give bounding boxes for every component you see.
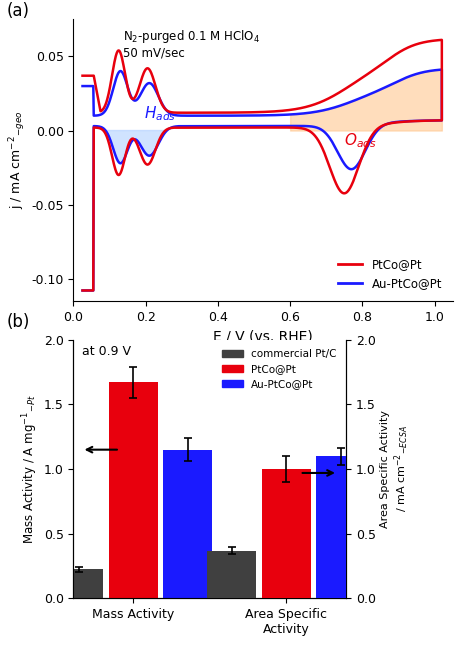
Text: (b): (b): [7, 313, 30, 331]
Bar: [55, 569, 103, 598]
Legend: PtCo@Pt, Au-PtCo@Pt: PtCo@Pt, Au-PtCo@Pt: [334, 254, 447, 295]
Bar: [316, 456, 365, 598]
Y-axis label: Area Specific Activity
/ mA cm$^{-2}$$_{-ECSA}$: Area Specific Activity / mA cm$^{-2}$$_{…: [380, 410, 411, 528]
Y-axis label: Mass Activity / A mg$^{-1}$$_{-Pt}$: Mass Activity / A mg$^{-1}$$_{-Pt}$: [20, 394, 40, 544]
Text: (a): (a): [7, 2, 30, 20]
X-axis label: E / V (vs. RHE): E / V (vs. RHE): [213, 329, 313, 343]
Text: $H_{ads}$: $H_{ads}$: [144, 105, 176, 124]
Bar: [109, 382, 158, 598]
Bar: [262, 469, 310, 598]
Y-axis label: j / mA cm$^{-2}$$_{-geo}$: j / mA cm$^{-2}$$_{-geo}$: [8, 111, 28, 210]
Legend: commercial Pt/C, PtCo@Pt, Au-PtCo@Pt: commercial Pt/C, PtCo@Pt, Au-PtCo@Pt: [218, 345, 341, 393]
Text: at 0.9 V: at 0.9 V: [82, 345, 131, 358]
Bar: [164, 450, 212, 598]
Text: N$_2$-purged 0.1 M HClO$_4$
50 mV/sec: N$_2$-purged 0.1 M HClO$_4$ 50 mV/sec: [123, 28, 260, 60]
Text: $O_{ads}$: $O_{ads}$: [344, 131, 377, 150]
Bar: [207, 551, 256, 598]
